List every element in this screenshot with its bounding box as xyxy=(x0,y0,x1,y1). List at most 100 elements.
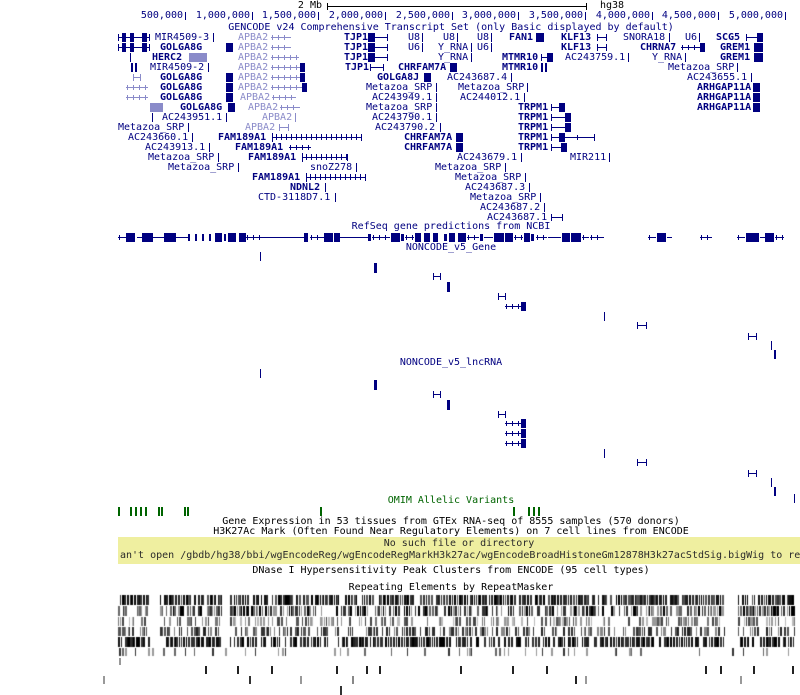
gene-item-glyph[interactable] xyxy=(118,43,150,52)
repeat-item-tick[interactable] xyxy=(271,666,273,674)
gene-label[interactable]: TRPM1 xyxy=(518,132,549,143)
repeat-item-tick[interactable] xyxy=(340,686,342,695)
gene-label[interactable]: MIR4509-3 xyxy=(155,32,210,43)
gene-item-glyph[interactable] xyxy=(152,113,153,122)
ruler-label[interactable]: 3,000,000 xyxy=(461,10,516,21)
refseq-chain[interactable] xyxy=(700,233,712,242)
refseq-intron[interactable] xyxy=(548,237,561,238)
gene-item-glyph[interactable] xyxy=(471,43,472,52)
omim-variant-tick[interactable] xyxy=(130,507,132,516)
gene-label[interactable]: GOLGA8G xyxy=(180,102,223,113)
gene-item-glyph[interactable] xyxy=(551,213,563,222)
ruler-tick[interactable] xyxy=(185,12,186,20)
omim-variant-tick[interactable] xyxy=(184,507,186,516)
refseq-chain[interactable] xyxy=(737,233,745,242)
gene-item-glyph[interactable] xyxy=(238,163,239,172)
gene-item-glyph[interactable] xyxy=(436,83,437,92)
gene-label[interactable]: AC243951.1 xyxy=(162,112,223,123)
refseq-chain[interactable] xyxy=(648,233,656,242)
gene-label[interactable]: MTMR10 xyxy=(502,62,539,73)
gene-label[interactable]: FAM189A1 xyxy=(235,142,284,153)
refseq-tick[interactable] xyxy=(202,234,204,241)
gene-item-glyph[interactable] xyxy=(335,193,336,202)
gene-label[interactable]: GOLGA8J xyxy=(377,72,420,83)
ruler-tick[interactable] xyxy=(585,12,586,20)
gene-label[interactable]: APBA2 xyxy=(245,122,276,133)
omim-variant-tick[interactable] xyxy=(513,507,515,516)
gene-item-glyph[interactable] xyxy=(226,43,233,52)
gene-item-glyph[interactable] xyxy=(551,133,595,142)
repeat-item-tick[interactable] xyxy=(792,666,794,674)
gene-label[interactable]: APBA2 xyxy=(238,82,269,93)
ruler-tick[interactable] xyxy=(652,12,653,20)
ruler-label[interactable]: 2,000,000 xyxy=(328,10,383,21)
gene-item-glyph[interactable] xyxy=(126,93,148,102)
gene-item-glyph[interactable] xyxy=(271,63,305,72)
gene-item-glyph[interactable] xyxy=(436,113,437,122)
gene-item-glyph[interactable] xyxy=(456,143,463,152)
gene-label[interactable]: AC244012.1 xyxy=(460,92,521,103)
refseq-exon[interactable] xyxy=(765,233,774,242)
gene-label[interactable]: snoZ278 xyxy=(310,162,353,173)
gene-label[interactable]: AC243655.1 xyxy=(687,72,748,83)
omim-variant-tick[interactable] xyxy=(158,507,160,516)
gene-item-glyph[interactable] xyxy=(529,183,530,192)
repeat-item-tick[interactable] xyxy=(720,666,722,674)
gene-label[interactable]: AC243687.3 xyxy=(465,182,526,193)
ruler-tick[interactable] xyxy=(318,12,319,20)
noncode-gene-item[interactable] xyxy=(447,282,450,292)
gene-item-glyph[interactable] xyxy=(436,93,437,102)
gene-label[interactable]: KLF13 xyxy=(561,42,592,53)
gene-item-glyph[interactable] xyxy=(150,103,163,112)
gene-item-glyph[interactable] xyxy=(188,123,189,132)
gene-label[interactable]: APBA2 xyxy=(238,32,269,43)
refseq-intron[interactable] xyxy=(137,237,142,238)
gene-item-glyph[interactable] xyxy=(551,103,565,112)
gene-label[interactable]: ARHGAP11A xyxy=(697,92,752,103)
gene-label[interactable]: MIR211 xyxy=(570,152,607,163)
gene-label[interactable]: GOLGA8G xyxy=(160,42,203,53)
gene-item-glyph[interactable] xyxy=(456,133,463,142)
refseq-exon[interactable] xyxy=(505,233,513,242)
gene-label[interactable]: HERC2 xyxy=(152,52,183,63)
omim-variant-tick[interactable] xyxy=(140,507,142,516)
gene-item-glyph[interactable] xyxy=(685,53,686,62)
repeat-item-tick[interactable] xyxy=(300,676,302,684)
noncode-lncrna-item[interactable] xyxy=(604,449,605,458)
gene-label[interactable]: MIR4509-2 xyxy=(150,62,205,73)
gene-item-glyph[interactable] xyxy=(118,33,150,42)
refseq-chain[interactable] xyxy=(582,233,589,242)
refseq-exon[interactable] xyxy=(449,233,455,242)
noncode-lncrna-item[interactable] xyxy=(794,494,795,503)
gene-label[interactable]: TJP1 xyxy=(344,42,369,53)
gene-label[interactable]: FAM189A1 xyxy=(248,152,297,163)
gene-item-glyph[interactable] xyxy=(440,123,441,132)
gene-item-glyph[interactable] xyxy=(628,53,629,62)
gene-item-glyph[interactable] xyxy=(527,83,528,92)
gene-item-glyph[interactable] xyxy=(681,43,705,52)
omim-variant-tick[interactable] xyxy=(538,507,540,516)
gene-item-glyph[interactable] xyxy=(597,43,607,52)
gene-label[interactable]: TRPM1 xyxy=(518,112,549,123)
omim-variant-tick[interactable] xyxy=(118,507,120,516)
noncode-lncrna-item[interactable] xyxy=(771,478,772,487)
noncode-lncrna-item[interactable] xyxy=(260,369,261,378)
gene-label[interactable]: APBA2 xyxy=(262,112,293,123)
gene-item-glyph[interactable] xyxy=(272,133,362,142)
gene-label[interactable]: AC243790.2 xyxy=(375,122,436,133)
gene-item-glyph[interactable] xyxy=(126,83,148,92)
noncode-gene-item[interactable] xyxy=(774,350,776,359)
gene-item-glyph[interactable] xyxy=(597,33,607,42)
gene-item-glyph[interactable] xyxy=(551,143,567,152)
gene-label[interactable]: Metazoa_SRP xyxy=(458,82,525,93)
noncode-lncrna-item[interactable] xyxy=(637,458,647,467)
repeat-item-tick[interactable] xyxy=(740,676,742,684)
gene-label[interactable]: FAM189A1 xyxy=(218,132,267,143)
gene-item-glyph[interactable] xyxy=(368,43,388,52)
refseq-exon[interactable] xyxy=(228,233,236,242)
noncode-lncrna-item[interactable] xyxy=(498,410,506,419)
gene-item-glyph[interactable] xyxy=(491,43,492,52)
gene-label[interactable]: U6 xyxy=(685,32,698,43)
gene-item-glyph[interactable] xyxy=(271,83,307,92)
refseq-chain[interactable] xyxy=(246,233,264,242)
